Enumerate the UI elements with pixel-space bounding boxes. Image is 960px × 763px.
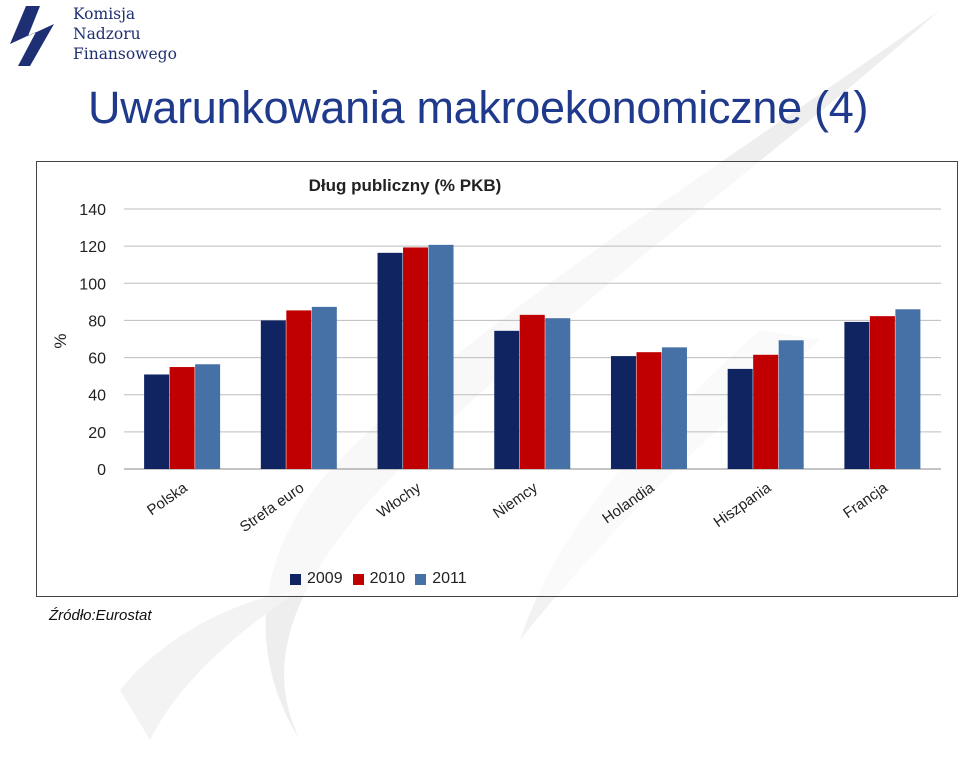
legend-item-2009: 2009 xyxy=(290,570,343,588)
bars xyxy=(144,244,921,469)
x-label-strefa-euro: Strefa euro xyxy=(237,479,308,535)
y-tick-140: 140 xyxy=(79,202,106,219)
bar-niemcy-2009 xyxy=(494,330,520,469)
bar-polska-2011 xyxy=(195,364,221,469)
logo-line-2: Nadzoru xyxy=(73,25,141,43)
bar-niemcy-2010 xyxy=(519,314,545,469)
y-tick-100: 100 xyxy=(79,276,106,293)
bar-holandia-2010 xyxy=(636,352,662,469)
source-note: Źródło:Eurostat xyxy=(49,607,152,624)
legend-label-2010: 2010 xyxy=(369,570,406,587)
y-tick-20: 20 xyxy=(88,425,106,442)
y-axis-label: % xyxy=(51,333,70,348)
bar-strefa-euro-2010 xyxy=(286,310,312,469)
x-label-hiszpania: Hiszpania xyxy=(711,479,775,531)
bar-strefa-euro-2011 xyxy=(311,306,337,469)
y-tick-80: 80 xyxy=(88,313,106,330)
bar-holandia-2011 xyxy=(661,347,687,469)
logo-line-3: Finansowego xyxy=(73,45,177,63)
y-tick-60: 60 xyxy=(88,351,106,368)
chart-title: Dług publiczny (% PKB) xyxy=(309,176,502,195)
bar-polska-2009 xyxy=(144,374,170,469)
bar-francja-2011 xyxy=(895,309,921,469)
legend-swatch-2011 xyxy=(415,573,427,585)
y-tick-120: 120 xyxy=(79,239,106,256)
legend-swatch-2009 xyxy=(290,573,301,585)
legend: 2009 2010 2011 xyxy=(290,570,467,588)
x-label-polska: Polska xyxy=(144,479,191,519)
legend-label-2011: 2011 xyxy=(432,570,467,587)
bar-włochy-2011 xyxy=(428,244,454,469)
legend-item-2010: 2010 xyxy=(352,570,406,588)
y-tick-40: 40 xyxy=(88,388,106,405)
y-tick-labels: 0 20 40 60 80 100 120 140 xyxy=(79,202,106,479)
y-tick-0: 0 xyxy=(97,462,106,479)
slide-title: Uwarunkowania makroekonomiczne (4) xyxy=(88,82,869,133)
bar-polska-2010 xyxy=(169,367,195,469)
x-category-labels: Polska Strefa euro Włochy Niemcy Holandia His… xyxy=(144,479,891,536)
x-label-holandia: Holandia xyxy=(599,479,658,527)
bar-hiszpania-2011 xyxy=(778,340,804,469)
legend-item-2011: 2011 xyxy=(415,570,467,588)
bar-niemcy-2011 xyxy=(545,318,571,469)
legend-swatch-2010 xyxy=(352,573,364,585)
bar-włochy-2010 xyxy=(403,247,429,469)
bar-hiszpania-2010 xyxy=(753,354,779,469)
x-label-włochy: Włochy xyxy=(374,479,424,521)
legend-label-2009: 2009 xyxy=(307,570,343,587)
bar-holandia-2009 xyxy=(610,356,636,469)
bar-włochy-2009 xyxy=(377,252,403,469)
bar-hiszpania-2009 xyxy=(727,368,753,469)
bar-francja-2010 xyxy=(869,316,895,469)
x-label-francja: Francja xyxy=(840,479,891,522)
logo-mark xyxy=(10,6,54,66)
logo-text: Komisja Nadzoru Finansowego xyxy=(73,4,177,64)
bar-francja-2009 xyxy=(844,321,870,469)
bar-strefa-euro-2009 xyxy=(260,320,286,469)
logo-line-1: Komisja xyxy=(73,5,136,23)
x-label-niemcy: Niemcy xyxy=(490,479,541,522)
